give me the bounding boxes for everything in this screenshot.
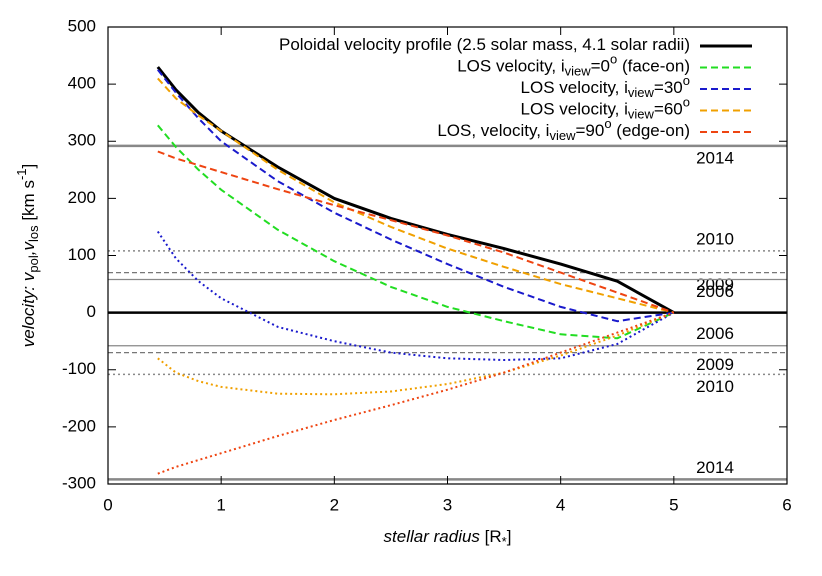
text-part: o — [604, 116, 611, 131]
text-part: view — [628, 107, 655, 122]
reference-label: 2010 — [696, 229, 734, 248]
reference-label: 2014 — [696, 148, 734, 167]
x-tick-label: 4 — [556, 495, 565, 514]
text-part: =60 — [654, 100, 683, 119]
text-part: (face-on) — [617, 57, 690, 76]
text-part: -1 — [14, 168, 29, 180]
series-line — [157, 311, 675, 475]
legend-label: Poloidal velocity profile (2.5 solar mas… — [279, 35, 690, 54]
y-tick-label: 100 — [68, 245, 96, 264]
text-part: * — [502, 534, 507, 549]
reference-label: 2006 — [696, 282, 734, 301]
y-tick-label: -200 — [62, 416, 96, 435]
series-line — [157, 77, 675, 314]
text-part: los — [26, 225, 41, 242]
legend-label: LOS velocity, iview=30o — [521, 73, 690, 100]
reference-label: 2010 — [696, 377, 734, 396]
series-line — [157, 124, 675, 340]
reference-label: 2014 — [696, 458, 734, 477]
series-line — [156, 66, 675, 314]
text-part: o — [610, 52, 617, 67]
y-tick-label: -100 — [62, 359, 96, 378]
text-part: [km s — [19, 180, 38, 225]
series-line — [157, 311, 675, 396]
legend-label: LOS, velocity, iview=90o (edge-on) — [437, 116, 690, 143]
reference-label: 2009 — [696, 355, 734, 374]
x-tick-label: 3 — [443, 495, 452, 514]
reference-label: 2006 — [696, 324, 734, 343]
text-part: [R — [480, 527, 502, 546]
x-tick-label: 6 — [782, 495, 791, 514]
text-part: ,v — [19, 241, 38, 256]
text-part: velocity: v — [19, 271, 38, 347]
series-line — [157, 150, 675, 314]
x-tick-label: 0 — [103, 495, 112, 514]
series-line — [157, 69, 674, 323]
legend-label: LOS velocity, iview=0o (face-on) — [457, 52, 690, 79]
x-tick-label: 1 — [216, 495, 225, 514]
x-axis-label: stellar radius [R*] — [384, 527, 512, 549]
text-part: LOS velocity, i — [521, 100, 628, 119]
y-tick-label: 400 — [68, 74, 96, 93]
text-part: o — [683, 95, 690, 110]
text-part: LOS velocity, i — [521, 78, 628, 97]
y-tick-label: -300 — [62, 473, 96, 492]
text-part: ] — [507, 527, 512, 546]
y-tick-label: 300 — [68, 131, 96, 150]
y-tick-label: 500 — [68, 16, 96, 35]
text-part: =90 — [575, 121, 604, 140]
text-part: =0 — [591, 57, 610, 76]
text-part: (edge-on) — [612, 121, 690, 140]
text-part: =30 — [654, 78, 683, 97]
text-part: view — [549, 128, 576, 143]
x-tick-label: 5 — [669, 495, 678, 514]
text-part: LOS velocity, i — [457, 57, 564, 76]
text-part: o — [683, 73, 690, 88]
y-tick-label: 200 — [68, 188, 96, 207]
text-part: LOS, velocity, i — [437, 121, 549, 140]
text-part: view — [628, 85, 655, 100]
x-tick-label: 2 — [330, 495, 339, 514]
text-part: ] — [19, 164, 38, 169]
y-axis-label: velocity: vpol,vlos [km s-1] — [14, 164, 41, 348]
text-part: view — [565, 64, 592, 79]
y-tick-label: 0 — [87, 302, 96, 321]
text-part: stellar radius — [384, 527, 481, 546]
legend-label: LOS velocity, iview=60o — [521, 95, 690, 122]
text-part: Poloidal velocity profile (2.5 solar mas… — [279, 35, 690, 54]
text-part: pol — [26, 255, 41, 272]
